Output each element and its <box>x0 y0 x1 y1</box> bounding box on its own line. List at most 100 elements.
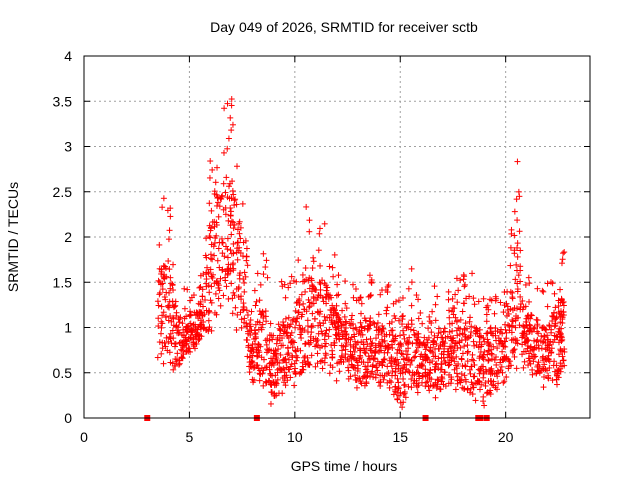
data-point <box>388 379 395 386</box>
data-point <box>301 358 308 365</box>
data-point <box>469 391 476 398</box>
data-point <box>283 359 290 366</box>
data-point <box>306 285 313 292</box>
data-point <box>227 114 234 121</box>
data-point <box>448 357 455 364</box>
data-point <box>321 336 328 343</box>
data-point <box>345 367 352 374</box>
data-point <box>294 315 301 322</box>
data-point <box>453 353 460 360</box>
data-point <box>476 386 483 393</box>
data-point <box>519 297 526 304</box>
data-point <box>504 322 511 329</box>
data-point <box>288 361 295 368</box>
data-point <box>234 256 241 263</box>
data-point <box>495 380 502 387</box>
data-point <box>226 183 233 190</box>
data-point <box>227 205 234 212</box>
data-point <box>223 283 230 290</box>
data-point <box>368 279 375 286</box>
data-point <box>388 354 395 361</box>
data-point <box>208 207 215 214</box>
data-point <box>330 305 337 312</box>
data-point <box>224 246 231 253</box>
data-point <box>452 314 459 321</box>
data-point <box>375 311 382 318</box>
data-point <box>292 318 299 325</box>
data-point <box>402 394 409 401</box>
data-point <box>483 318 490 325</box>
data-point <box>345 364 352 371</box>
data-point <box>453 318 460 325</box>
data-point <box>263 318 270 325</box>
data-point <box>433 340 440 347</box>
data-point <box>315 247 322 254</box>
data-point <box>230 240 237 247</box>
data-point <box>330 273 337 280</box>
data-point <box>284 333 291 340</box>
data-point <box>179 320 186 327</box>
data-point <box>451 366 458 373</box>
data-point <box>230 225 237 232</box>
data-point <box>166 333 173 340</box>
data-point <box>534 317 541 324</box>
data-point <box>414 389 421 396</box>
data-point <box>280 342 287 349</box>
data-point <box>442 359 449 366</box>
data-point <box>459 350 466 357</box>
data-point <box>446 307 453 314</box>
data-point <box>214 195 221 202</box>
data-point <box>155 277 162 284</box>
data-point <box>389 344 396 351</box>
data-point <box>409 340 416 347</box>
data-point <box>356 355 363 362</box>
data-point <box>206 174 213 181</box>
data-point <box>448 374 455 381</box>
y-tick-label: 3.5 <box>53 93 73 109</box>
data-point <box>361 349 368 356</box>
data-point <box>520 322 527 329</box>
data-point <box>476 378 483 385</box>
data-point <box>317 322 324 329</box>
data-point <box>471 373 478 380</box>
data-point <box>414 344 421 351</box>
data-point <box>277 327 284 334</box>
data-point <box>353 384 360 391</box>
data-point <box>430 382 437 389</box>
data-point <box>244 353 251 360</box>
data-point <box>485 347 492 354</box>
data-point <box>222 277 229 284</box>
data-point <box>504 306 511 313</box>
data-point <box>247 332 254 339</box>
data-point <box>508 230 515 237</box>
data-point <box>406 334 413 341</box>
data-point <box>246 369 253 376</box>
data-point <box>524 342 531 349</box>
data-point <box>212 179 219 186</box>
data-point <box>158 268 165 275</box>
data-point <box>413 377 420 384</box>
data-point <box>379 338 386 345</box>
data-point <box>399 313 406 320</box>
data-point <box>401 382 408 389</box>
data-point <box>492 325 499 332</box>
data-point <box>480 398 487 405</box>
data-point <box>461 343 468 350</box>
data-point <box>326 326 333 333</box>
data-point <box>159 320 166 327</box>
data-point <box>487 296 494 303</box>
data-point <box>498 363 505 370</box>
data-point <box>266 377 273 384</box>
data-point <box>211 239 218 246</box>
data-point <box>534 368 541 375</box>
data-point <box>499 348 506 355</box>
data-point <box>545 356 552 363</box>
data-point <box>208 283 215 290</box>
data-point <box>220 149 227 156</box>
data-point <box>392 383 399 390</box>
data-point <box>285 350 292 357</box>
data-point <box>559 353 566 360</box>
data-point <box>423 355 430 362</box>
data-point <box>316 279 323 286</box>
data-point <box>267 370 274 377</box>
